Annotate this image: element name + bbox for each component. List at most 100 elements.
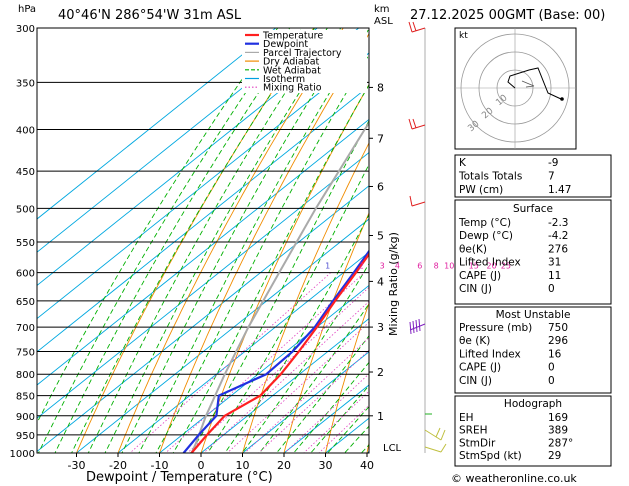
temperature-point [259,395,261,397]
mixing-ratio-tick-label: 3 [380,262,385,271]
temperature-point [316,326,318,328]
dewpoint-point [453,129,454,130]
mixing-ratio-labels: 1 2 3 4 6 8 10 15 20 25 [325,262,511,271]
legend-background [242,30,367,93]
isotherm-line [158,284,369,453]
table-row-label: CAPE (J) [459,362,501,374]
isotherm-line [200,318,369,453]
table-row-label: Lifted Index [459,348,521,360]
dewpoint-point [292,350,294,352]
indices-tables: Surface Most Unstable Hodograph K -9 Total… [454,154,612,467]
isotherm-line [241,351,369,453]
temperature-point [426,171,427,172]
table-row-value: -9 [548,157,558,169]
height-tick-label: 4 [377,275,384,288]
dewpoint-point [353,272,355,274]
table-row-label: StmSpd (kt) [459,450,522,462]
mixing-ratio-line [257,349,369,453]
height-tick-label: 2 [377,366,384,379]
table-row-label: θe (K) [459,335,490,347]
dry-adiabat-line [574,0,629,470]
wet-adiabat-line [207,163,369,453]
pressure-tick-label: 950 [16,431,35,442]
table-row-value: 29 [548,450,561,462]
pressure-tick-label: 900 [16,412,35,423]
height-km-ticks: 1 2 3 4 5 6 7 8 [369,81,384,423]
wet-adiabat-line [138,28,369,453]
isotherm-line [37,85,369,353]
pressure-gridlines [37,28,369,453]
mixing-ratio-line [164,272,365,453]
table-row-value: 0 [548,362,555,374]
hodograph-storm-motion [521,80,535,88]
table-rows: K -9 Totals Totals 7 PW (cm) 1.47 Temp (°C) -2.… [458,157,573,462]
mixing-ratio-tick-label: 15 [469,262,479,271]
dewpoint-point [198,434,200,436]
mixing-ratio-tick-label: 6 [417,262,422,271]
table-row-value: 0 [548,375,555,387]
parcel-trajectory-point [224,373,226,375]
isotherm-line [37,118,369,386]
legend-label: Dry Adiabat [263,57,320,68]
wet-adiabat-line [104,28,342,453]
wind-barbs [408,21,447,453]
isotherm-line [283,384,369,453]
pressure-tick-label: 500 [16,204,35,215]
pressure-tick-label: 650 [16,297,35,308]
dewpoint-point [265,373,267,375]
legend-label: Temperature [262,31,323,42]
most-unstable-box [454,306,612,394]
datetime-title: 27.12.2025 00GMT (Base: 00) [410,8,605,23]
table-row-label: CAPE (J) [459,270,501,282]
hodograph-table-box [454,395,612,467]
isotherm-line [75,218,369,453]
wet-adiabat-line [87,28,328,453]
pressure-tick-label: 450 [16,167,35,178]
wet-adiabat-line [241,262,369,453]
dewpoint-point [398,208,399,209]
isotherm-line [37,185,369,452]
wind-barb-500 [409,195,426,207]
temperature-point [334,300,336,302]
mixing-ratio-line [129,272,331,453]
wet-adiabat-line [327,405,369,453]
parcel-trajectory-point [278,272,280,274]
legend-label: Mixing Ratio [263,83,322,94]
plot-area [37,0,629,470]
pressure-tick-label: 600 [16,269,35,280]
wet-adiabat-line [121,28,356,453]
hodograph-end-marker [560,97,564,101]
wind-barb-1000 [424,443,447,453]
parcel-trajectory-point [247,326,249,328]
table-row-label: StmDir [459,437,496,449]
parcel-trajectory-point [315,207,317,209]
mixing-ratio-tick-label: 20 [487,262,497,271]
axis-labels: 3003504004505005506006507007508008509009… [10,24,374,472]
hodograph-trace [507,67,562,100]
temperature-tick-label: 40 [360,459,374,472]
temperature-point [224,415,226,417]
mixing-ratio-line [203,300,369,453]
table-row-value: 1.47 [548,184,571,196]
pressure-tick-label: 750 [16,347,35,358]
parcel-trajectory-point [195,443,197,445]
surface-title: Surface [513,203,553,215]
hodograph: 10 20 30 kt [454,27,577,150]
table-row-label: EH [459,412,474,424]
temperature-point [280,373,282,375]
pressure-tick-label: 350 [16,78,35,89]
dewpoint-point [218,395,220,397]
table-row-label: Pressure (mb) [459,322,532,334]
parcel-trajectory-point [205,415,207,417]
isotherm-line [117,251,369,453]
table-row-value: 7 [548,171,555,183]
pressure-tick-label: 850 [16,392,35,403]
x-axis-title: Dewpoint / Temperature (°C) [86,470,273,485]
mixing-ratio-tick-label: 8 [434,262,439,271]
mixing-ratio-tick-label: 1 [325,262,330,271]
height-unit-bottom: ASL [374,16,393,27]
legend-label: Wet Adiabat [263,65,321,76]
isotherm-line [37,52,369,320]
table-row-value: 169 [548,412,568,424]
